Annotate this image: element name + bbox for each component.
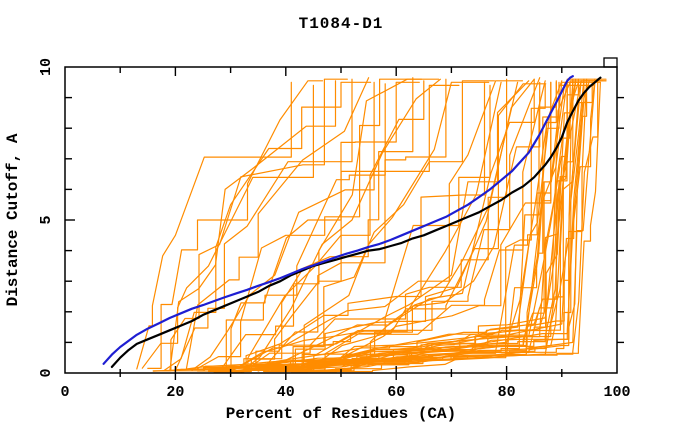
orange-model-curve	[213, 77, 414, 373]
orange-model-curve	[185, 77, 370, 370]
x-tick-label-100: 100	[603, 384, 630, 401]
orange-model-curve	[268, 81, 579, 372]
orange-model-curve	[196, 78, 422, 369]
x-axis-title: Percent of Residues (CA)	[226, 405, 456, 423]
x-tick-label-80: 80	[498, 384, 516, 401]
orange-model-curve	[252, 78, 574, 371]
orange-model-curve	[257, 80, 495, 370]
orange-model-curve	[147, 80, 324, 369]
x-tick-label-0: 0	[60, 384, 69, 401]
y-tick-label-0: 0	[38, 368, 55, 377]
orange-model-curve	[268, 78, 535, 370]
x-tick-label-20: 20	[166, 384, 184, 401]
curves-layer	[102, 75, 607, 373]
orange-model-curve	[152, 78, 348, 372]
black-model-curve	[110, 76, 602, 368]
orange-model-curve	[191, 81, 375, 371]
y-tick-label-5: 5	[38, 215, 55, 224]
orange-model-curve	[224, 84, 491, 369]
orange-model-curve	[141, 84, 314, 369]
orange-model-curve	[185, 81, 557, 370]
orange-model-curve	[180, 81, 560, 370]
orange-model-curve	[219, 81, 486, 372]
orange-model-curve	[246, 78, 508, 370]
orange-model-curve	[301, 78, 588, 370]
x-tick-label-40: 40	[277, 384, 295, 401]
orange-model-curve	[213, 83, 566, 372]
y-axis-title: Distance Cutoff, A	[4, 133, 22, 306]
orange-model-curve	[136, 81, 292, 370]
orange-model-curve	[334, 81, 601, 370]
orange-model-curve	[169, 80, 337, 372]
x-tick-label-60: 60	[387, 384, 405, 401]
y-tick-label-10: 10	[38, 58, 55, 76]
blue-model-curve	[102, 75, 574, 365]
orange-model-curve	[174, 78, 353, 371]
corner-tick-artifact	[603, 57, 618, 68]
orange-model-curve	[152, 83, 546, 372]
orange-model-curve	[219, 78, 440, 372]
ticks-layer	[65, 67, 626, 380]
orange-model-curve	[257, 81, 577, 370]
plot-title: T1084-D1	[299, 15, 384, 33]
orange-model-curve	[202, 83, 386, 370]
